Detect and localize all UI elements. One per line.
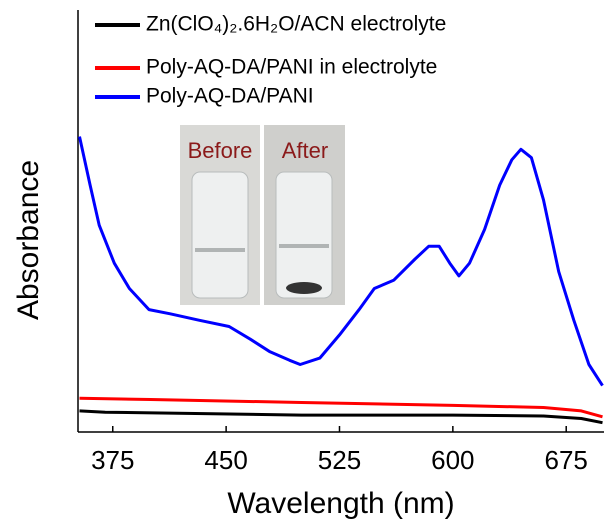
x-tick-label: 450 [204, 445, 247, 475]
legend-label: Poly-AQ-DA/PANI [146, 85, 314, 108]
meniscus [279, 244, 329, 248]
x-tick-label: 375 [91, 445, 134, 475]
data-line [80, 411, 603, 423]
chart: Before After Wavelength (nm) Absorbance … [0, 0, 609, 528]
vial [192, 172, 248, 298]
vial [276, 172, 332, 298]
residue [286, 282, 322, 294]
x-tick-label: 600 [431, 445, 474, 475]
x-tick-label: 525 [318, 445, 361, 475]
x-tick-label: 675 [545, 445, 588, 475]
legend-label: Zn(ClO₄)₂.6H₂O/ACN electrolyte [146, 13, 446, 36]
inset-photo: Before After [180, 125, 345, 305]
annotation: Before [188, 138, 253, 163]
y-axis-label: Absorbance [12, 160, 45, 320]
annotation: After [282, 138, 328, 163]
legend-label: Poly-AQ-DA/PANI in electrolyte [146, 56, 437, 79]
meniscus [195, 248, 245, 252]
x-axis-label: Wavelength (nm) [227, 487, 454, 520]
